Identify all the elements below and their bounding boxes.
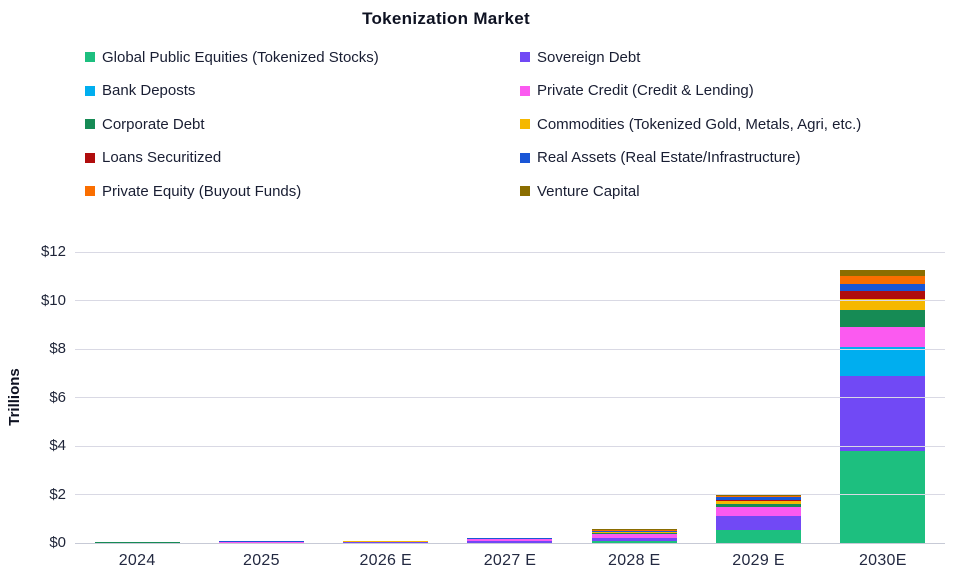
legend-label: Real Assets (Real Estate/Infrastructure) <box>537 149 801 166</box>
bar-segment <box>840 326 926 347</box>
y-axis-title: Trillions <box>6 368 23 426</box>
legend-label: Private Credit (Credit & Lending) <box>537 82 754 99</box>
gridline <box>75 494 945 495</box>
legend-item-3: Bank Deposts <box>85 81 520 101</box>
gridline <box>75 445 945 447</box>
legend-label: Venture Capital <box>537 182 640 200</box>
legend-item-10: Venture Capital <box>520 181 861 201</box>
x-axis: 2024 2025 2026 E 2027 E 2028 E 2029 E 2030E <box>75 552 945 570</box>
legend-swatch-icon <box>520 152 530 163</box>
x-axis-line <box>75 542 945 544</box>
legend-swatch-icon <box>520 85 530 96</box>
y-tick-label: $0 <box>49 534 66 551</box>
legend-item-6: Commodities (Tokenized Gold, Metals, Agr… <box>520 114 861 134</box>
legend-swatch-icon <box>85 52 95 62</box>
bar-segment <box>591 532 677 534</box>
legend-item-9: Private Equity (Buyout Funds) <box>85 181 520 201</box>
bar-segment <box>840 298 926 310</box>
x-axis-label: 2030E <box>858 552 907 569</box>
bar-segment <box>591 541 677 543</box>
x-axis-label: 2025 <box>243 552 280 569</box>
gridline <box>75 300 945 301</box>
bar-segment <box>716 501 802 505</box>
bar-segment <box>716 504 802 507</box>
legend-swatch-icon <box>520 186 530 196</box>
legend-label: Loans Securitized <box>102 149 222 166</box>
stacked-bar-2028 E <box>591 529 677 543</box>
bar-segment <box>840 270 926 277</box>
legend-swatch-icon <box>85 85 95 96</box>
legend-swatch-icon <box>85 186 95 196</box>
bar-segment <box>467 539 553 541</box>
bar-segment <box>716 516 802 530</box>
legend-label: Sovereign Debt <box>537 48 641 66</box>
y-tick-label: $8 <box>49 340 66 357</box>
legend-item-5: Corporate Debt <box>85 114 520 134</box>
bar-slot-2028 E <box>572 252 696 543</box>
bar-segment <box>591 533 677 539</box>
y-tick-label: $6 <box>49 388 66 406</box>
x-axis-label: 2029 E <box>732 552 785 569</box>
bar-slot-2030E <box>821 252 945 543</box>
legend-label: Private Equity (Buyout Funds) <box>102 182 302 200</box>
legend-item-8: Real Assets (Real Estate/Infrastructure) <box>520 148 861 168</box>
legend-swatch-icon <box>520 52 530 62</box>
bar-segment <box>716 494 802 496</box>
legend-label: Corporate Debt <box>102 115 205 133</box>
bar-slot-2029 E <box>696 252 820 543</box>
legend-item-7: Loans Securitized <box>85 148 520 168</box>
chart-title: Tokenization Market <box>362 9 530 28</box>
y-tick-label: $12 <box>40 243 66 260</box>
y-tick-label: $10 <box>40 291 66 309</box>
stacked-bar-2029 E <box>716 494 802 543</box>
bar-segment <box>716 496 802 501</box>
bar-segment <box>840 309 926 327</box>
y-tick-label: $4 <box>49 437 66 454</box>
x-axis-label: 2028 E <box>608 552 661 569</box>
bar-segment <box>591 529 677 531</box>
bar-segment <box>591 538 677 542</box>
bar-segment <box>840 450 926 543</box>
gridline <box>75 348 945 350</box>
bar-segment <box>840 276 926 284</box>
stacked-bar-2030E <box>840 270 926 543</box>
chart-legend: Global Public Equities (Tokenized Stocks… <box>85 47 861 201</box>
gridline <box>75 251 945 253</box>
plot-area <box>75 251 945 544</box>
bar-segment <box>716 506 802 517</box>
legend-label: Bank Deposts <box>102 82 196 99</box>
bar-segment <box>591 530 677 532</box>
y-tick-label: $2 <box>49 485 66 503</box>
legend-item-4: Private Credit (Credit & Lending) <box>520 81 861 101</box>
bar-segment <box>840 283 926 292</box>
x-axis-label: 2026 E <box>359 552 412 569</box>
bar-segment <box>840 346 926 376</box>
legend-item-2: Sovereign Debt <box>520 47 861 67</box>
legend-item-1: Global Public Equities (Tokenized Stocks… <box>85 47 520 67</box>
bar-segment <box>840 291 926 299</box>
x-axis-label: 2027 E <box>483 552 537 569</box>
bars-container <box>75 252 945 543</box>
legend-swatch-icon <box>85 119 95 129</box>
y-axis: $0 $2 $4 $6 $8 $10 $12 <box>0 243 66 551</box>
gridline <box>75 397 945 398</box>
bar-segment <box>716 529 802 543</box>
legend-swatch-icon <box>85 152 95 163</box>
legend-label: Global Public Equities (Tokenized Stocks… <box>102 48 379 66</box>
bar-segment <box>716 500 802 502</box>
legend-swatch-icon <box>520 119 530 129</box>
bar-segment <box>467 540 553 543</box>
x-axis-label: 2024 <box>118 552 156 569</box>
bar-segment <box>840 375 926 451</box>
bar-segment <box>716 495 802 497</box>
legend-label: Commodities (Tokenized Gold, Metals, Agr… <box>537 115 862 133</box>
